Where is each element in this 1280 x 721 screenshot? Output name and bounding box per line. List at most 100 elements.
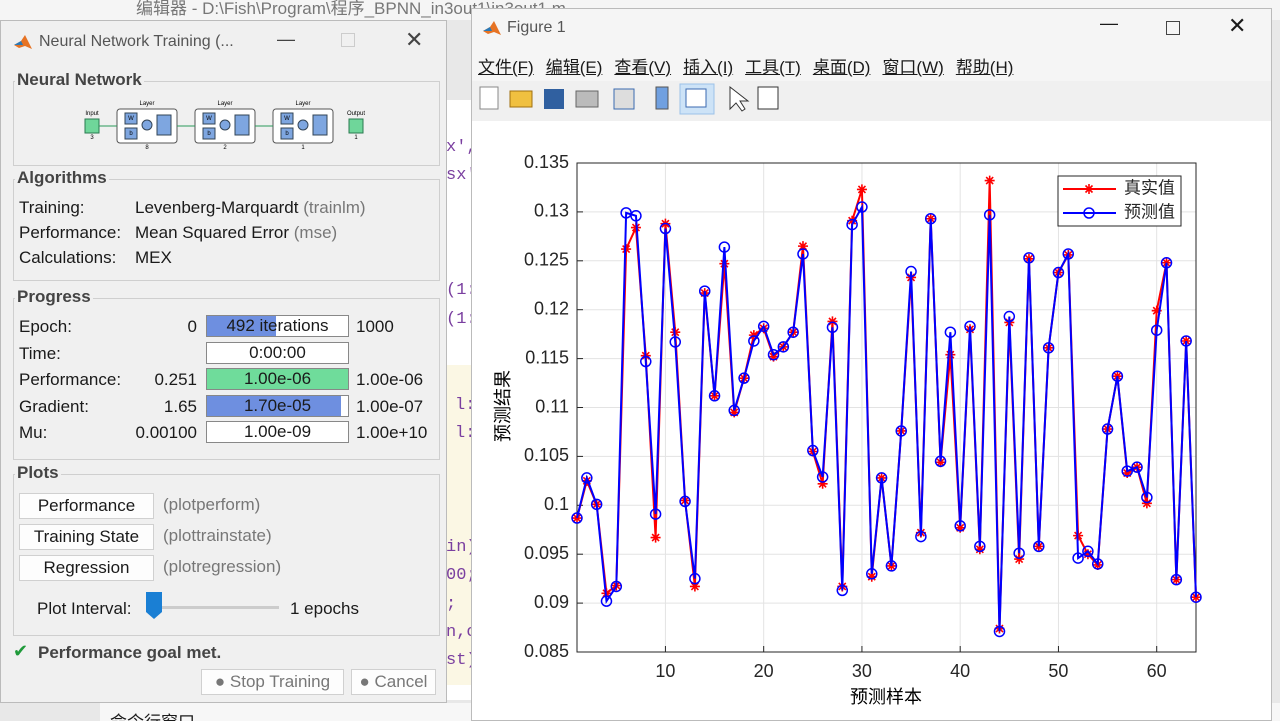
plot-button[interactable]: Training State	[19, 524, 154, 550]
command-window-label: 命令行窗口	[110, 708, 195, 721]
data-point	[1003, 310, 1016, 323]
data-point	[689, 572, 701, 585]
data-point	[757, 320, 770, 333]
data-point	[581, 472, 593, 484]
data-point	[1180, 335, 1192, 347]
data-point	[856, 184, 867, 195]
editor-title: 编辑器 - D:\Fish\Program\程序_BPNN_in3out1\in…	[136, 0, 566, 18]
data-point	[1072, 552, 1084, 564]
progress-end: 1.00e-06	[356, 370, 424, 389]
button-label: Cancel	[374, 672, 428, 691]
toolbar	[472, 81, 1271, 121]
data-point	[1111, 370, 1124, 382]
x-tick-label: 20	[754, 661, 774, 681]
data-point	[866, 571, 877, 582]
menu-item: 帮助(H)	[955, 58, 1014, 77]
diagram-label: b	[129, 131, 133, 137]
diagram-label: Layer	[217, 101, 232, 107]
progress-start: 0.251	[154, 370, 197, 389]
data-point	[964, 320, 976, 333]
section-heading: Progress	[15, 287, 93, 307]
section-heading: Plots	[15, 463, 61, 483]
menu-item: 桌面(D)	[812, 58, 871, 77]
check-icon: ✔	[13, 641, 29, 661]
data-point	[826, 321, 839, 334]
slider-track	[151, 606, 279, 609]
plot-fn: (plotregression)	[163, 557, 282, 576]
algo-label: Calculations:	[19, 248, 117, 267]
data-point	[679, 495, 691, 508]
close[interactable]: ✕	[1228, 13, 1247, 38]
plot-fn: (plotperform)	[163, 495, 261, 514]
data-point	[738, 372, 750, 384]
data-point	[649, 508, 662, 520]
data-point	[983, 209, 996, 221]
transfer-box	[234, 114, 250, 136]
algo-name: Mean Squared Error	[135, 223, 290, 242]
progress-label: Performance:	[19, 370, 122, 389]
data-point	[924, 212, 937, 225]
data-point	[718, 241, 731, 253]
algo-label: Performance:	[19, 223, 122, 242]
maximize[interactable]	[341, 33, 355, 47]
y-tick-label: 0.1	[544, 494, 569, 514]
minimize[interactable]: —	[277, 29, 295, 49]
diagram-label: W	[128, 116, 134, 122]
close[interactable]: ✕	[405, 27, 424, 52]
transfer-box	[156, 114, 172, 136]
figure-title: Figure 1	[507, 19, 566, 36]
data-point	[974, 544, 985, 555]
algo-value: Levenberg-Marquardt (trainlm)	[135, 198, 366, 218]
maximize[interactable]	[1166, 21, 1180, 35]
status: Performance goal met.	[38, 643, 222, 662]
data-point	[1082, 545, 1094, 558]
x-tick-label: 60	[1147, 661, 1167, 681]
y-tick-label: 0.135	[524, 152, 569, 172]
menu-item: 查看(V)	[614, 58, 672, 77]
data-point	[915, 530, 927, 543]
sum-node	[219, 119, 231, 131]
plot-fn: (plottrainstate)	[163, 526, 272, 545]
slider-thumb[interactable]	[146, 592, 162, 620]
data-point	[993, 625, 1006, 638]
algo-value: Mean Squared Error (mse)	[135, 223, 337, 243]
sum-node	[297, 119, 309, 131]
progress-bar: 1.00e-09	[206, 421, 349, 443]
data-point	[1190, 591, 1202, 603]
diagram-label: b	[207, 131, 211, 137]
x-tick-label: 50	[1048, 661, 1068, 681]
y-tick-label: 0.12	[534, 298, 569, 318]
data-point	[650, 532, 661, 543]
diagram-label: Layer	[295, 101, 310, 107]
section-heading: Algorithms	[15, 168, 109, 188]
matlab-icon	[483, 21, 501, 35]
x-tick-label: 10	[655, 661, 675, 681]
y-tick-label: 0.13	[534, 201, 569, 221]
data-point	[797, 248, 809, 260]
diagram-label: 8	[145, 145, 149, 151]
data-point	[945, 349, 956, 360]
diagram-label: 3	[90, 135, 94, 141]
cancel-button[interactable]: ● Cancel	[351, 669, 436, 695]
diagram-label: Input	[85, 111, 99, 117]
menu-item: 窗口(W)	[882, 58, 944, 77]
plot-button[interactable]: Regression	[19, 555, 154, 581]
data-point	[974, 540, 986, 553]
stop-button[interactable]: ● Stop Training	[201, 669, 344, 695]
transfer-box	[312, 114, 328, 136]
minimize[interactable]: —	[1100, 13, 1118, 33]
algorithms-box	[13, 179, 440, 281]
menu-item: 插入(I)	[683, 58, 734, 77]
progress-start: 0	[187, 317, 197, 336]
data-point	[875, 472, 888, 484]
y-tick-label: 0.105	[524, 445, 569, 465]
data-point	[797, 241, 808, 252]
x-tick-label: 40	[950, 661, 970, 681]
figure-window: Figure 1 — ✕ 文件(F) 编辑(E) 查看(V) 插入(I) 工具(T) 桌面…	[471, 8, 1272, 721]
code-fragment: x',	[446, 138, 477, 157]
plot-button[interactable]: Performance	[19, 493, 154, 519]
legend-label: 预测值	[1124, 202, 1175, 221]
diagram-label: b	[285, 131, 289, 137]
